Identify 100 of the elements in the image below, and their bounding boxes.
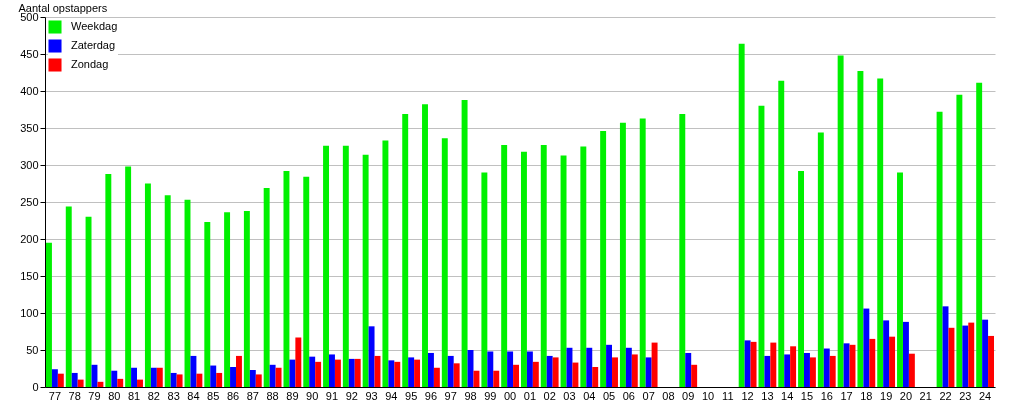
bar — [422, 104, 428, 387]
x-tick-label: 05 — [602, 389, 616, 400]
bar — [105, 173, 112, 387]
bar — [57, 373, 64, 387]
bar — [447, 355, 454, 387]
x-tick-label: 09 — [682, 389, 695, 400]
y-tick-label: 200 — [20, 232, 39, 245]
y-tick-label: 300 — [20, 158, 39, 171]
bar — [461, 99, 468, 387]
bar — [111, 370, 118, 387]
bar — [45, 242, 52, 387]
x-tick-label: 11 — [722, 389, 734, 400]
y-tick-label: 350 — [20, 121, 39, 134]
bar — [883, 320, 890, 387]
bar — [441, 138, 448, 387]
x-tick-label: 22 — [939, 389, 952, 400]
x-tick-label: 18 — [860, 389, 873, 400]
bar — [196, 373, 203, 387]
x-tick-label: 98 — [464, 389, 477, 400]
x-tick-label: 10 — [701, 389, 715, 400]
x-tick-label: 95 — [405, 389, 418, 400]
bar — [144, 183, 151, 387]
bar — [362, 154, 369, 387]
bar — [97, 381, 104, 387]
bar — [433, 367, 440, 387]
bar — [600, 130, 607, 387]
bar — [817, 132, 824, 387]
bar — [354, 358, 361, 387]
x-tick-label: 89 — [286, 389, 299, 400]
bar — [230, 367, 236, 387]
legend-label: Zaterdag — [71, 39, 116, 51]
bar — [804, 352, 810, 387]
bar — [962, 325, 969, 387]
bar — [829, 355, 836, 387]
bar — [586, 347, 593, 387]
bar — [837, 55, 844, 387]
x-tick-label: 80 — [108, 389, 121, 400]
bar — [402, 113, 409, 387]
x-tick-label: 85 — [207, 389, 220, 400]
x-tick-label: 82 — [147, 389, 160, 400]
bar — [863, 308, 870, 387]
x-tick-label: 21 — [919, 389, 932, 400]
x-tick-label: 86 — [226, 389, 240, 400]
bar — [342, 145, 349, 387]
legend-label: Weekdag — [71, 20, 118, 32]
x-tick-label: 07 — [642, 389, 655, 400]
bar — [394, 361, 401, 387]
x-tick-label: 00 — [503, 389, 517, 400]
bar — [77, 379, 84, 387]
bar — [526, 351, 533, 387]
bar — [572, 362, 579, 387]
bar — [956, 94, 963, 387]
bar — [210, 365, 217, 387]
bar — [65, 206, 72, 387]
bar — [453, 363, 460, 387]
bar — [532, 361, 539, 387]
x-tick-label: 12 — [741, 389, 754, 400]
bar — [487, 351, 494, 387]
bar — [131, 367, 138, 387]
bar — [546, 355, 553, 387]
bar — [176, 374, 183, 387]
x-tick-label: 94 — [385, 389, 398, 400]
x-tick-label: 08 — [662, 389, 675, 400]
x-tick-label: 79 — [88, 389, 101, 400]
bar — [744, 340, 751, 387]
bar — [303, 176, 310, 387]
bar — [283, 170, 290, 387]
y-tick-label: 50 — [26, 343, 39, 356]
bar — [309, 356, 316, 387]
bar — [493, 370, 500, 387]
x-tick-label: 88 — [266, 389, 279, 400]
bar — [408, 357, 415, 387]
bar — [592, 367, 599, 387]
bar — [85, 216, 92, 387]
bar — [263, 187, 270, 387]
bar — [289, 359, 296, 387]
bar — [334, 359, 341, 387]
bar — [414, 359, 421, 387]
bar — [631, 354, 638, 387]
x-tick-label: 83 — [167, 389, 180, 400]
bar — [249, 369, 256, 387]
bar — [968, 322, 975, 387]
bar — [125, 166, 132, 387]
bar — [156, 367, 163, 387]
bar — [507, 351, 514, 387]
bar — [275, 367, 282, 387]
bar — [580, 146, 587, 387]
bar — [150, 367, 157, 387]
x-tick-label: 13 — [761, 389, 774, 400]
bar — [982, 319, 989, 387]
bar — [368, 326, 375, 387]
bar — [323, 145, 330, 387]
x-tick-label: 01 — [523, 389, 537, 400]
bar — [691, 364, 698, 387]
bar — [758, 105, 765, 387]
bar — [897, 172, 903, 387]
bar — [501, 145, 508, 387]
bar — [750, 341, 757, 387]
bar — [520, 151, 527, 387]
x-tick-label: 97 — [444, 389, 457, 400]
